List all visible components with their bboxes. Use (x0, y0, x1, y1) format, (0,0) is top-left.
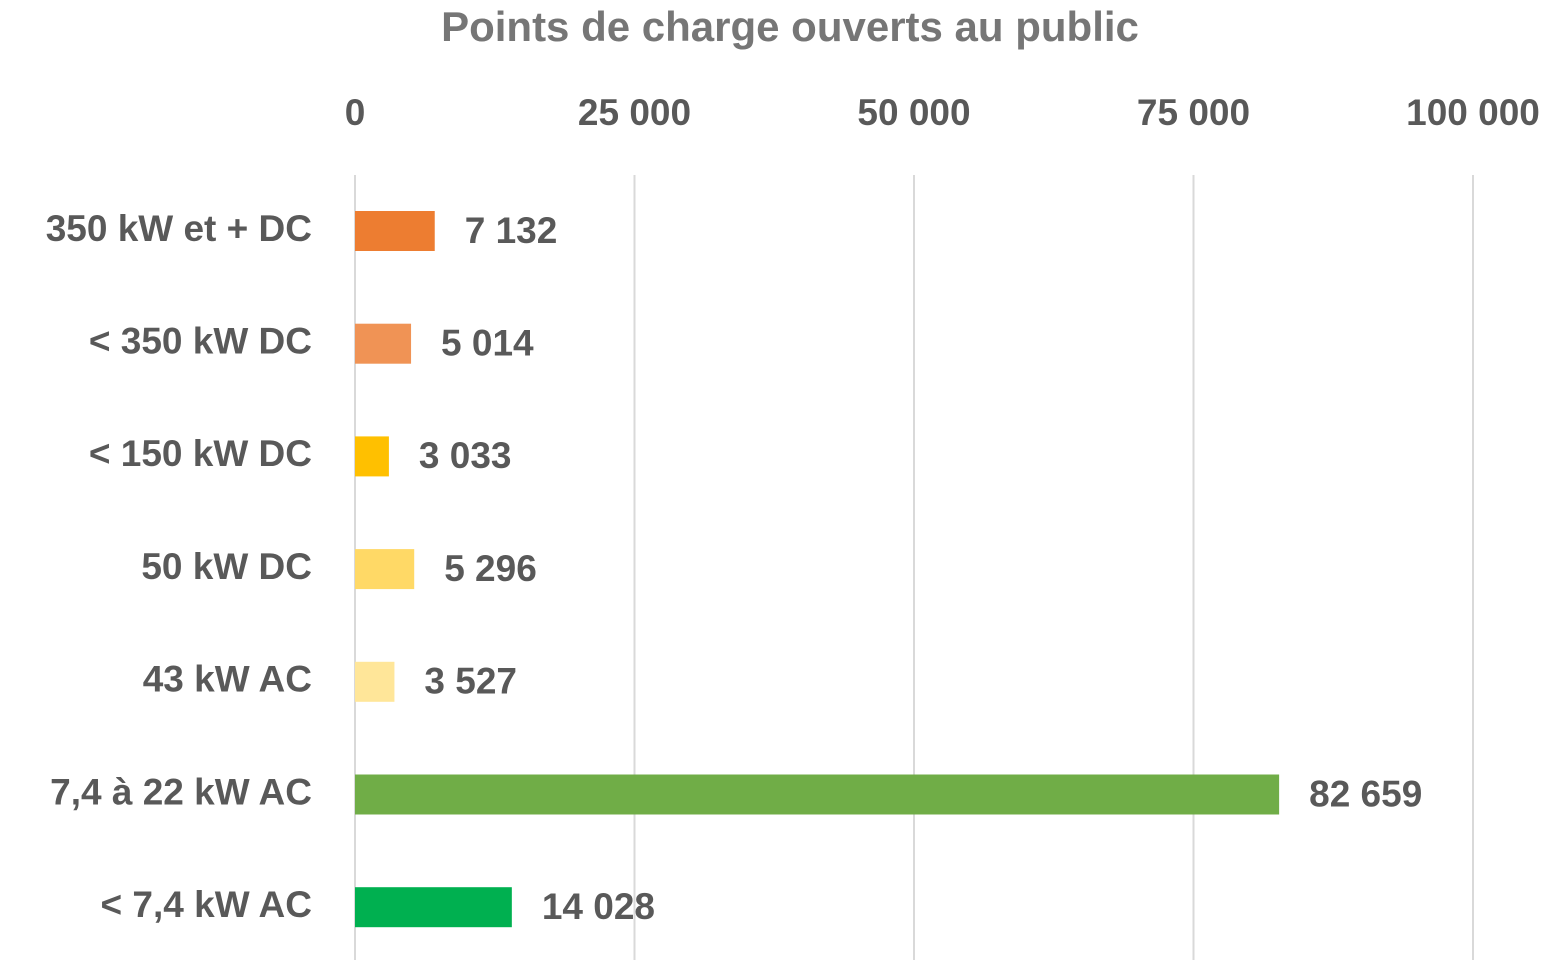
y-tick-label: 350 kW et + DC (46, 208, 312, 249)
bar (355, 774, 1280, 815)
bar (355, 661, 395, 702)
y-tick-label: < 150 kW DC (89, 433, 312, 474)
y-tick-label: < 350 kW DC (89, 320, 312, 361)
value-label: 7 132 (465, 210, 558, 251)
y-tick-label: 43 kW AC (143, 659, 312, 700)
x-tick-label: 50 000 (857, 92, 970, 133)
bar (355, 211, 435, 251)
bar (355, 436, 389, 477)
bar (355, 549, 415, 590)
value-label: 14 028 (542, 886, 655, 927)
value-label: 3 033 (419, 435, 512, 476)
x-tick-label: 75 000 (1137, 92, 1250, 133)
bar (355, 323, 412, 364)
value-label: 5 296 (444, 548, 537, 589)
value-label: 82 659 (1309, 773, 1422, 814)
value-label: 5 014 (441, 322, 534, 363)
x-tick-label: 100 000 (1406, 92, 1540, 133)
x-tick-label: 0 (345, 92, 366, 133)
y-tick-label: 50 kW DC (141, 546, 312, 587)
x-tick-label: 25 000 (578, 92, 691, 133)
y-tick-label: 7,4 à 22 kW AC (50, 771, 312, 812)
value-label: 3 527 (424, 661, 517, 702)
bar (355, 887, 512, 928)
chart-title: Points de charge ouverts au public (441, 3, 1139, 50)
y-tick-label: < 7,4 kW AC (101, 884, 312, 925)
